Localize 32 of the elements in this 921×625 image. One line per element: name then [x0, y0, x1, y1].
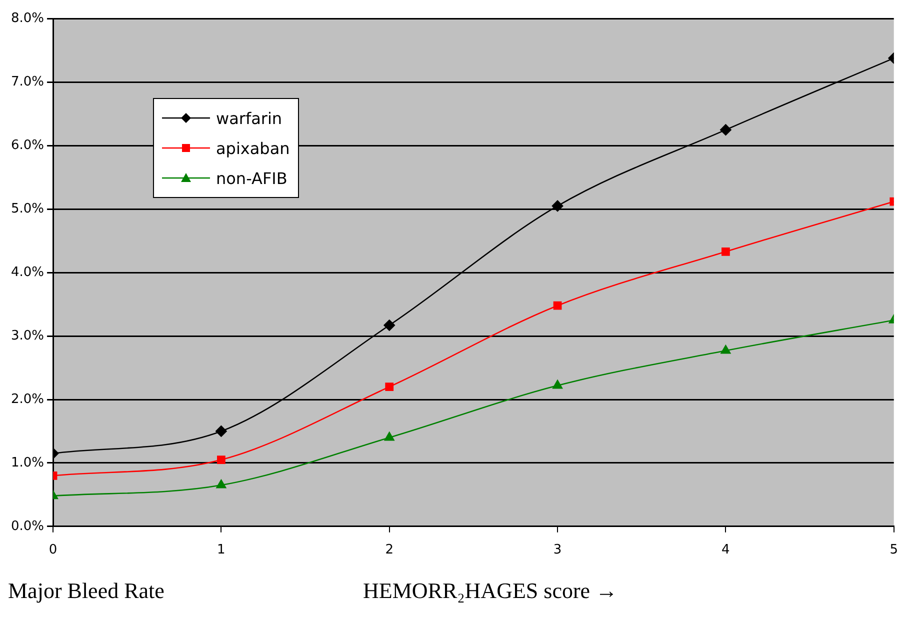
legend-label: apixaban [216, 138, 290, 158]
point [553, 301, 562, 310]
point [552, 380, 563, 389]
y-tick-label: 4.0% [10, 264, 44, 280]
y-tick-label: 3.0% [10, 328, 44, 344]
y-tick-label: 1.0% [10, 455, 44, 470]
point [384, 320, 396, 331]
y-axis-title: Major Bleed Rate [8, 578, 164, 604]
y-tick-label: 5.0% [10, 202, 44, 217]
point [216, 426, 227, 437]
y-tick-label: 0.0% [10, 518, 44, 534]
x-tick-label: 3 [553, 542, 562, 558]
point [384, 432, 394, 441]
x-tick-label: 0 [48, 542, 58, 558]
point [720, 344, 731, 354]
x-tick-label: 5 [890, 542, 898, 558]
point [385, 382, 394, 391]
y-tick-label: 7.0% [10, 74, 44, 90]
point [552, 200, 564, 212]
x-tick-label: 4 [722, 542, 730, 558]
y-tick-label: 2.0% [10, 392, 44, 407]
point [217, 456, 226, 464]
point [720, 124, 732, 136]
point [722, 247, 730, 256]
legend-label: non-AFIB [216, 168, 288, 188]
y-tick-label: 6.0% [10, 138, 44, 154]
x-tick-label: 2 [385, 542, 394, 558]
x-axis-title: HEMORR₂HAGES score → [363, 578, 618, 604]
x-tick-label: 1 [217, 542, 226, 558]
legend-label: warfarin [216, 108, 282, 128]
point [216, 480, 226, 488]
y-tick-label: 8.0% [10, 11, 44, 26]
